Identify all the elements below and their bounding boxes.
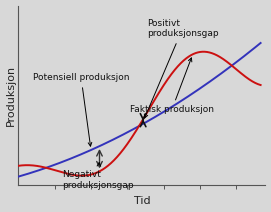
Text: Potensiell produksjon: Potensiell produksjon: [33, 73, 129, 146]
Text: Positivt
produksjonsgap: Positivt produksjonsgap: [144, 19, 218, 118]
X-axis label: Tid: Tid: [134, 197, 150, 206]
Y-axis label: Produksjon: Produksjon: [6, 64, 15, 126]
Text: Negativt
produksjonsgap: Negativt produksjonsgap: [62, 163, 134, 190]
Text: Faktisk produksjon: Faktisk produksjon: [130, 58, 214, 114]
